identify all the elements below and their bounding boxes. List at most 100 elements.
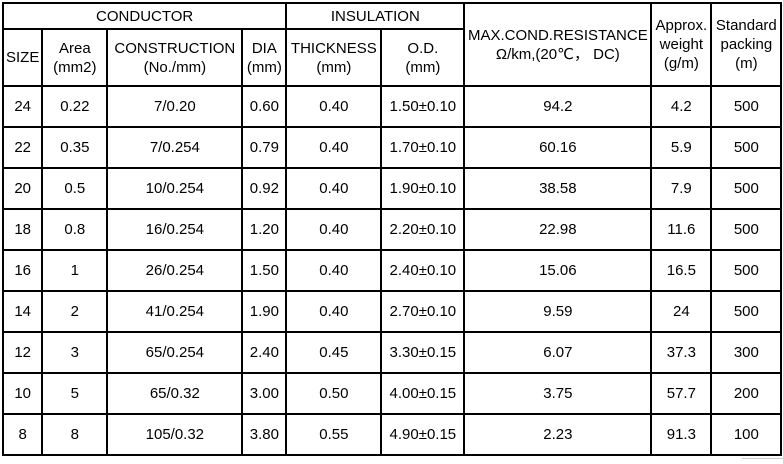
- wire-spec-table: CONDUCTOR INSULATION MAX.COND.RESISTANCE…: [1, 2, 783, 456]
- cell-thickness: 0.50: [285, 372, 383, 415]
- header-od-line2: (mm): [405, 58, 441, 76]
- header-standard-packing-line2: packing: [720, 36, 773, 53]
- cell-thickness: 0.40: [285, 167, 383, 210]
- cell-resistance: 3.75: [463, 372, 653, 415]
- cell-od: 2.40±0.10: [380, 249, 466, 292]
- header-od-line1: O.D.: [407, 39, 439, 57]
- cell-area: 0.22: [41, 85, 109, 128]
- cell-construction: 41/0.254: [106, 290, 244, 333]
- table-row: 8 8 105/0.32 3.80 0.55 4.90±0.15 2.23 91…: [1, 413, 783, 456]
- header-standard-packing: Standard packing (m): [710, 2, 783, 87]
- header-area-line1: Area: [59, 39, 91, 57]
- cell-od: 1.90±0.10: [380, 167, 466, 210]
- cell-area: 1: [41, 249, 109, 292]
- header-approx-weight: Approx. weight (g/m): [650, 2, 713, 87]
- cell-weight: 11.6: [650, 208, 713, 251]
- header-dia-line2: (mm): [246, 58, 282, 76]
- cell-dia: 0.92: [241, 167, 288, 210]
- cell-od: 2.70±0.10: [380, 290, 466, 333]
- cell-size: 20: [1, 167, 44, 210]
- cell-size: 24: [1, 85, 44, 128]
- cell-thickness: 0.40: [285, 85, 383, 128]
- header-standard-packing-line1: Standard: [715, 17, 777, 34]
- cell-od: 3.30±0.15: [380, 331, 466, 374]
- cell-thickness: 0.40: [285, 290, 383, 333]
- cell-od: 2.20±0.10: [380, 208, 466, 251]
- header-standard-packing-line3: (m): [735, 55, 758, 72]
- cell-construction: 65/0.32: [106, 372, 244, 415]
- cell-thickness: 0.40: [285, 126, 383, 169]
- cell-size: 8: [1, 413, 44, 456]
- table-row: 14 2 41/0.254 1.90 0.40 2.70±0.10 9.59 2…: [1, 290, 783, 333]
- cell-resistance: 2.23: [463, 413, 653, 456]
- header-group-conductor: CONDUCTOR: [1, 2, 288, 30]
- header-construction-line1: CONSTRUCTION: [114, 39, 236, 57]
- cell-thickness: 0.55: [285, 413, 383, 456]
- table-row: 24 0.22 7/0.20 0.60 0.40 1.50±0.10 94.2 …: [1, 85, 783, 128]
- cell-dia: 3.80: [241, 413, 288, 456]
- cell-resistance: 94.2: [463, 85, 653, 128]
- cell-construction: 65/0.254: [106, 331, 244, 374]
- cell-packing: 500: [710, 290, 783, 333]
- cell-area: 5: [41, 372, 109, 415]
- cell-weight: 37.3: [650, 331, 713, 374]
- cell-od: 1.50±0.10: [380, 85, 466, 128]
- cell-size: 10: [1, 372, 44, 415]
- cell-packing: 500: [710, 167, 783, 210]
- cell-resistance: 9.59: [463, 290, 653, 333]
- header-construction: CONSTRUCTION (No./mm): [106, 28, 244, 87]
- cell-area: 0.8: [41, 208, 109, 251]
- cell-packing: 500: [710, 208, 783, 251]
- cell-resistance: 60.16: [463, 126, 653, 169]
- cell-dia: 2.40: [241, 331, 288, 374]
- header-max-cond-resistance: MAX.COND.RESISTANCE Ω/km,(20℃， DC): [463, 2, 653, 87]
- cell-size: 14: [1, 290, 44, 333]
- cell-dia: 1.90: [241, 290, 288, 333]
- cell-weight: 91.3: [650, 413, 713, 456]
- cell-construction: 26/0.254: [106, 249, 244, 292]
- spreadsheet-gridline-remnant: [742, 458, 783, 459]
- cell-weight: 16.5: [650, 249, 713, 292]
- header-row-columns: SIZE Area (mm2) CONSTRUCTION (No./mm) DI…: [1, 28, 781, 87]
- table-row: 20 0.5 10/0.254 0.92 0.40 1.90±0.10 38.5…: [1, 167, 783, 210]
- header-thickness-line1: THICKNESS: [290, 39, 377, 57]
- cell-dia: 1.20: [241, 208, 288, 251]
- cell-od: 1.70±0.10: [380, 126, 466, 169]
- cell-weight: 7.9: [650, 167, 713, 210]
- cell-size: 16: [1, 249, 44, 292]
- header-approx-weight-line3: (g/m): [663, 55, 699, 72]
- cell-area: 0.5: [41, 167, 109, 210]
- cell-dia: 0.60: [241, 85, 288, 128]
- cell-area: 8: [41, 413, 109, 456]
- cell-packing: 300: [710, 331, 783, 374]
- cell-thickness: 0.40: [285, 249, 383, 292]
- header-group-insulation: INSULATION: [285, 2, 466, 30]
- cell-packing: 500: [710, 126, 783, 169]
- cell-packing: 200: [710, 372, 783, 415]
- cell-weight: 5.9: [650, 126, 713, 169]
- header-dia: DIA (mm): [241, 28, 288, 87]
- header-area: Area (mm2): [41, 28, 109, 87]
- cell-dia: 0.79: [241, 126, 288, 169]
- header-max-cond-resistance-line2: Ω/km,(20℃， DC): [495, 45, 620, 63]
- cell-resistance: 15.06: [463, 249, 653, 292]
- cell-od: 4.00±0.15: [380, 372, 466, 415]
- header-od: O.D. (mm): [380, 28, 466, 87]
- header-dia-line1: DIA: [251, 39, 277, 57]
- cell-size: 12: [1, 331, 44, 374]
- cell-construction: 105/0.32: [106, 413, 244, 456]
- header-approx-weight-line1: Approx.: [655, 17, 708, 34]
- cell-thickness: 0.40: [285, 208, 383, 251]
- cell-resistance: 22.98: [463, 208, 653, 251]
- header-max-cond-resistance-line1: MAX.COND.RESISTANCE: [467, 26, 648, 44]
- cell-weight: 24: [650, 290, 713, 333]
- cell-resistance: 6.07: [463, 331, 653, 374]
- header-thickness-line2: (mm): [316, 58, 352, 76]
- cell-construction: 7/0.254: [106, 126, 244, 169]
- cell-size: 22: [1, 126, 44, 169]
- header-approx-weight-line2: weight: [659, 36, 704, 53]
- cell-construction: 10/0.254: [106, 167, 244, 210]
- header-area-line2: (mm2): [53, 58, 97, 76]
- header-size: SIZE: [1, 28, 44, 87]
